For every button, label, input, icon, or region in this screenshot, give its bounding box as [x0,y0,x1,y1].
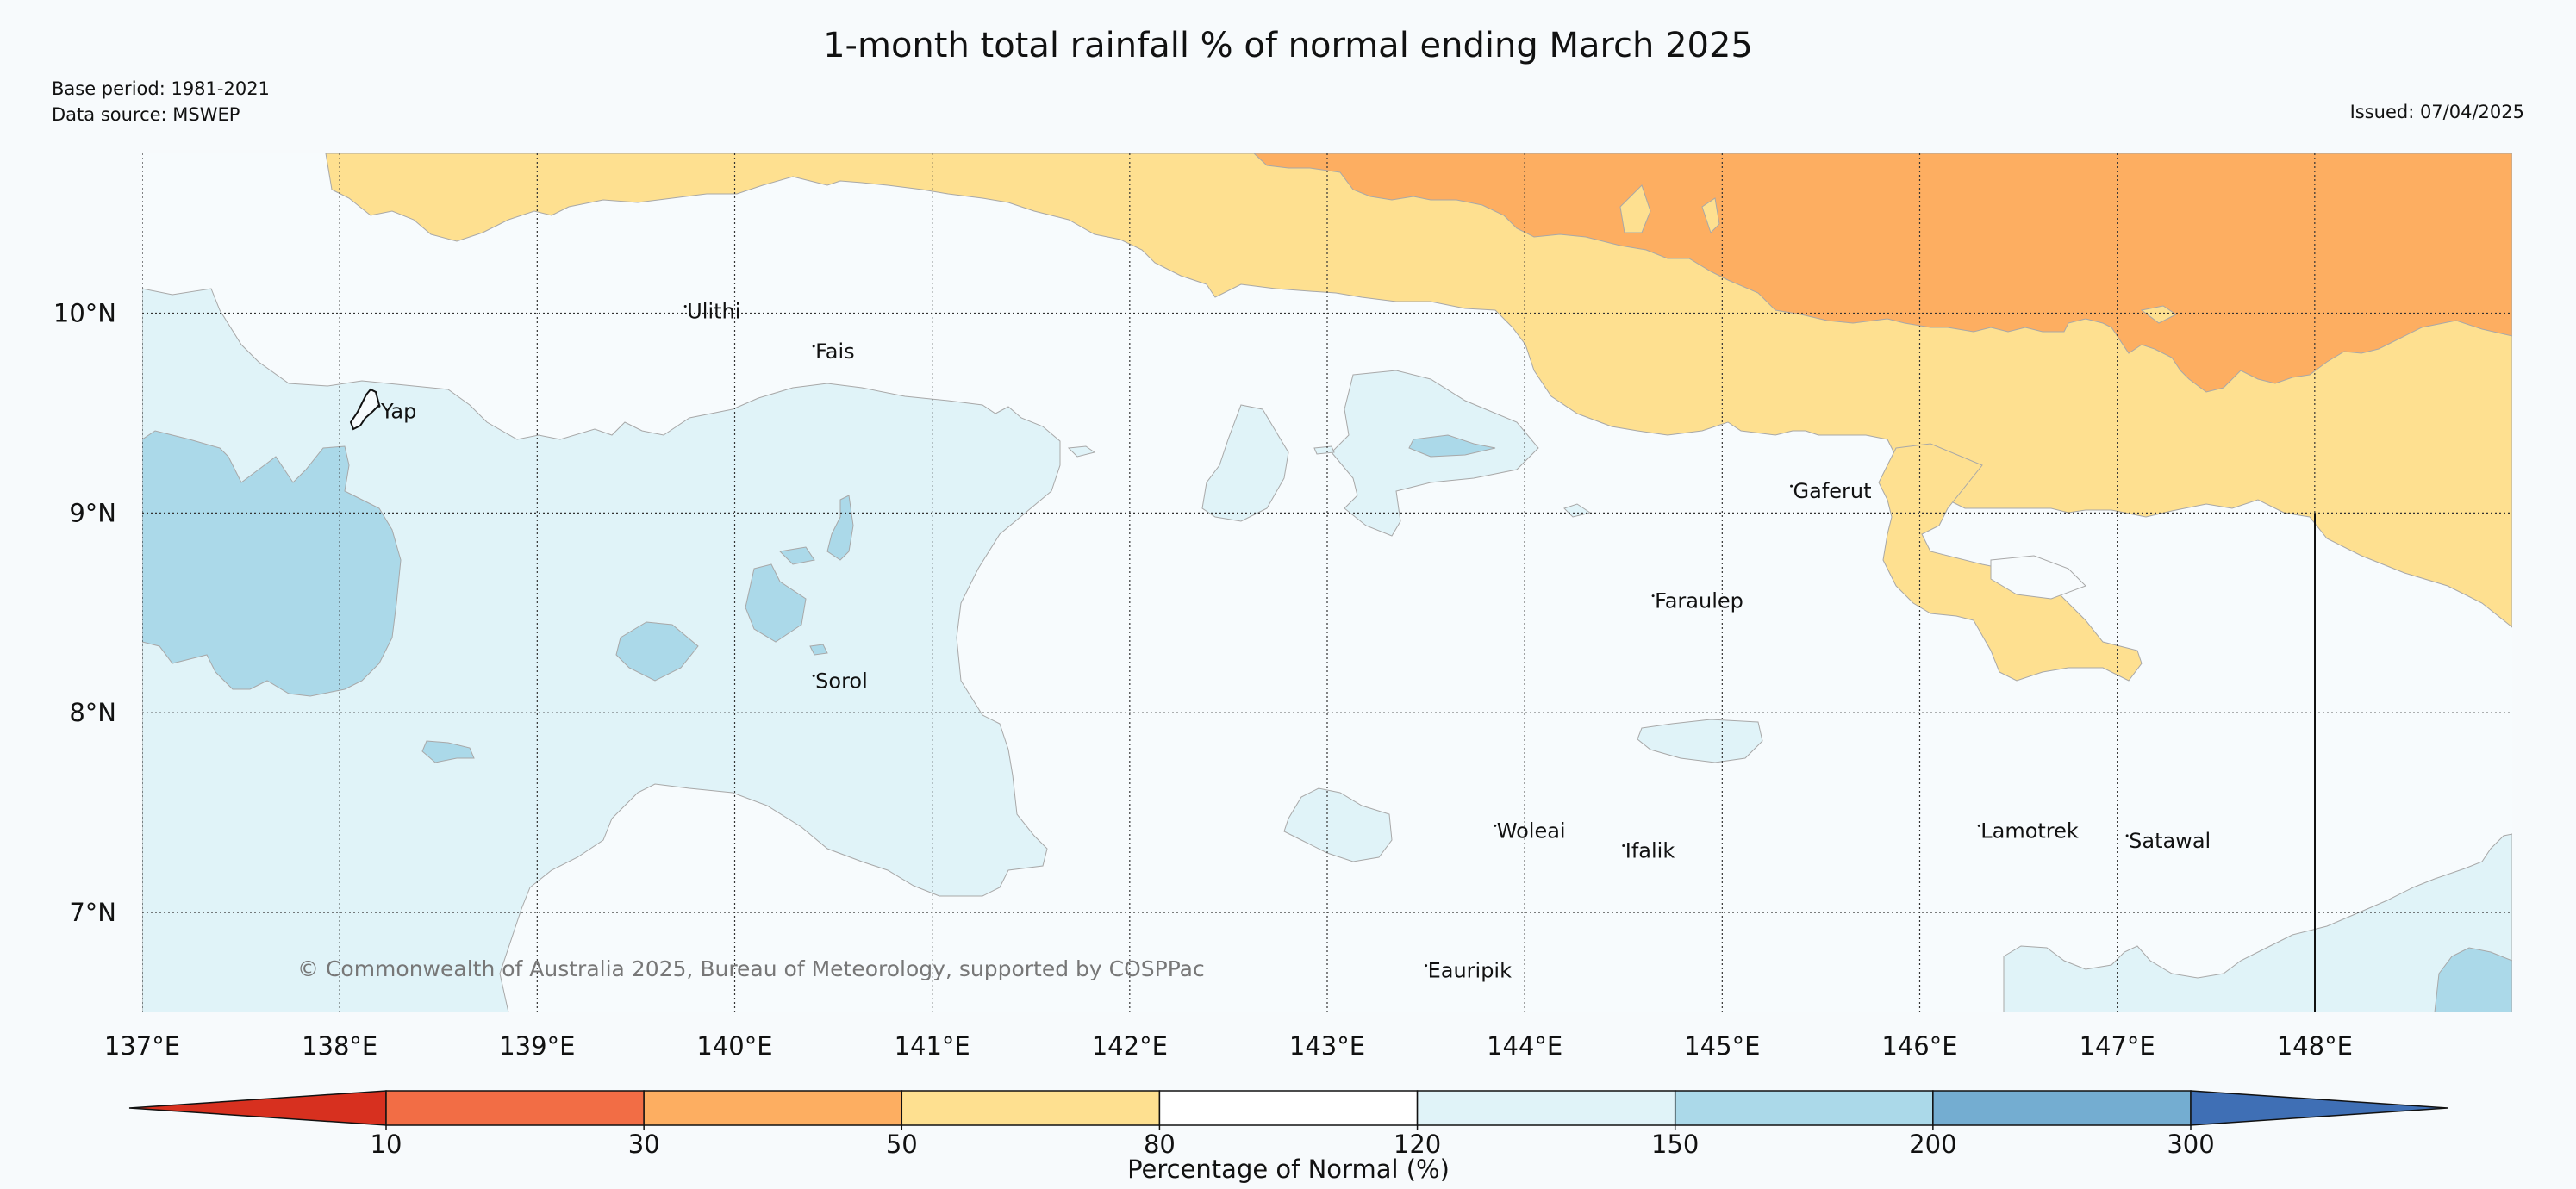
place-label: Faraulep [1655,589,1743,613]
rainfall-patch [1637,719,1763,763]
rainfall-patch [809,644,828,656]
lon-tick-label: 139°E [499,1031,575,1061]
map-frame [142,153,2512,1012]
lon-tick-label: 146°E [1881,1031,1957,1061]
place-label: Ifalik [1625,839,1675,863]
colorbar-bin [1932,1090,2192,1126]
issued-date-label: Issued: 07/04/2025 [2349,102,2524,122]
copyright-notice: © Commonwealth of Australia 2025, Bureau… [297,956,1205,981]
rainfall-patch [1067,445,1096,458]
colorbar-bin [1674,1090,1934,1126]
colorbar-over-arrow [2190,1090,2448,1126]
rainfall-patch [826,495,854,561]
place-labels: Ulithi Fais Yap Gaferut Faraulep Sorol Woleai I… [377,299,2211,983]
rainfall-zone-120-150-southeast [2003,833,2512,1012]
rainfall-patch [1619,184,1651,233]
place-label: Sorol [815,669,868,693]
rainfall-patch [1313,445,1335,455]
place-marker [1651,594,1655,598]
place-label: Gaferut [1793,479,1872,503]
colorbar-tick-label: 30 [628,1130,660,1159]
lat-tick-label: 7°N [69,898,116,927]
rainfall-zone-150-200-west [142,430,402,697]
lon-tick-label: 137°E [104,1031,180,1061]
place-marker [1494,824,1497,827]
rainfall-patch [1990,555,2086,600]
rainfall-patch [745,563,807,643]
place-label: Woleai [1497,819,1566,843]
rainfall-patch [1408,434,1496,458]
lon-tick-label: 140°E [696,1031,772,1061]
place-marker [2125,834,2129,837]
rainfall-patch [778,546,815,565]
colorbar-bin [385,1090,645,1126]
rainfall-zone-30-50 [1253,153,2512,393]
colorbar: 10 30 50 80 120 150 200 300 [128,1090,2448,1159]
rainfall-patch [1201,404,1289,522]
rainfall-zone-120-150-west [142,288,1061,1012]
lon-tick-label: 147°E [2080,1031,2155,1061]
lat-tick-label: 8°N [69,698,116,727]
lon-tick-label: 148°E [2277,1031,2353,1061]
map-title: 1-month total rainfall % of normal endin… [823,26,1753,65]
rainfall-patch [421,740,475,763]
lon-tick-label: 138°E [302,1031,377,1061]
colorbar-bin [643,1090,903,1126]
place-marker [812,345,815,348]
colorbar-tick-label: 200 [1909,1130,1956,1159]
yap-island [349,388,381,431]
colorbar-tick-label: 150 [1651,1130,1699,1159]
place-label: Satawal [2129,829,2211,853]
colorbar-title: Percentage of Normal (%) [1127,1155,1450,1184]
place-marker [1790,484,1793,488]
rainfall-patch [615,621,699,682]
lon-tick-label: 143°E [1289,1031,1365,1061]
lat-tick-label: 10°N [53,298,116,327]
place-label: Fais [815,339,854,364]
colorbar-under-arrow [128,1090,387,1126]
base-period-label: Base period: 1981-2021 [52,78,270,99]
colorbar-tick-label: 80 [1144,1130,1176,1159]
place-label: Lamotrek [1980,819,2079,843]
rainfall-patch [2140,305,2177,324]
metadata-block: Base period: 1981-2021 Data source: MSWE… [52,76,270,128]
lon-tick-label: 142°E [1092,1031,1168,1061]
lon-tick-label: 141°E [895,1031,970,1061]
colorbar-tick-label: 10 [371,1130,402,1159]
place-marker [812,674,815,677]
colorbar-tick-label: 50 [886,1130,918,1159]
colorbar-bin [1416,1090,1676,1126]
place-marker [1622,844,1625,848]
place-marker [683,304,687,308]
place-marker [1977,824,1980,827]
place-label: Ulithi [687,299,740,323]
rainfall-zone-50-80-lobe [1878,443,2143,682]
rainfall-patch [1701,197,1720,233]
latitude-labels: 10°N 9°N 8°N 7°N [53,298,116,927]
lon-tick-label: 144°E [1487,1031,1562,1061]
data-source-label: Data source: MSWEP [52,104,240,125]
place-marker [377,404,381,408]
colorbar-bin [901,1090,1161,1126]
place-label: Yap [380,399,416,423]
place-label: Eauripik [1428,959,1513,983]
colorbar-tick-label: 300 [2167,1130,2214,1159]
rainfall-patch [1283,787,1393,862]
place-marker [1425,964,1428,968]
colorbar-tick-label: 120 [1394,1130,1441,1159]
lon-tick-label: 145°E [1684,1031,1760,1061]
rainfall-patch [2434,947,2512,1012]
colorbar-bin [1158,1090,1419,1126]
longitude-labels: 137°E 138°E 139°E 140°E 141°E 142°E 143°E 144°E… [104,1031,2353,1061]
lat-tick-label: 9°N [69,498,116,527]
